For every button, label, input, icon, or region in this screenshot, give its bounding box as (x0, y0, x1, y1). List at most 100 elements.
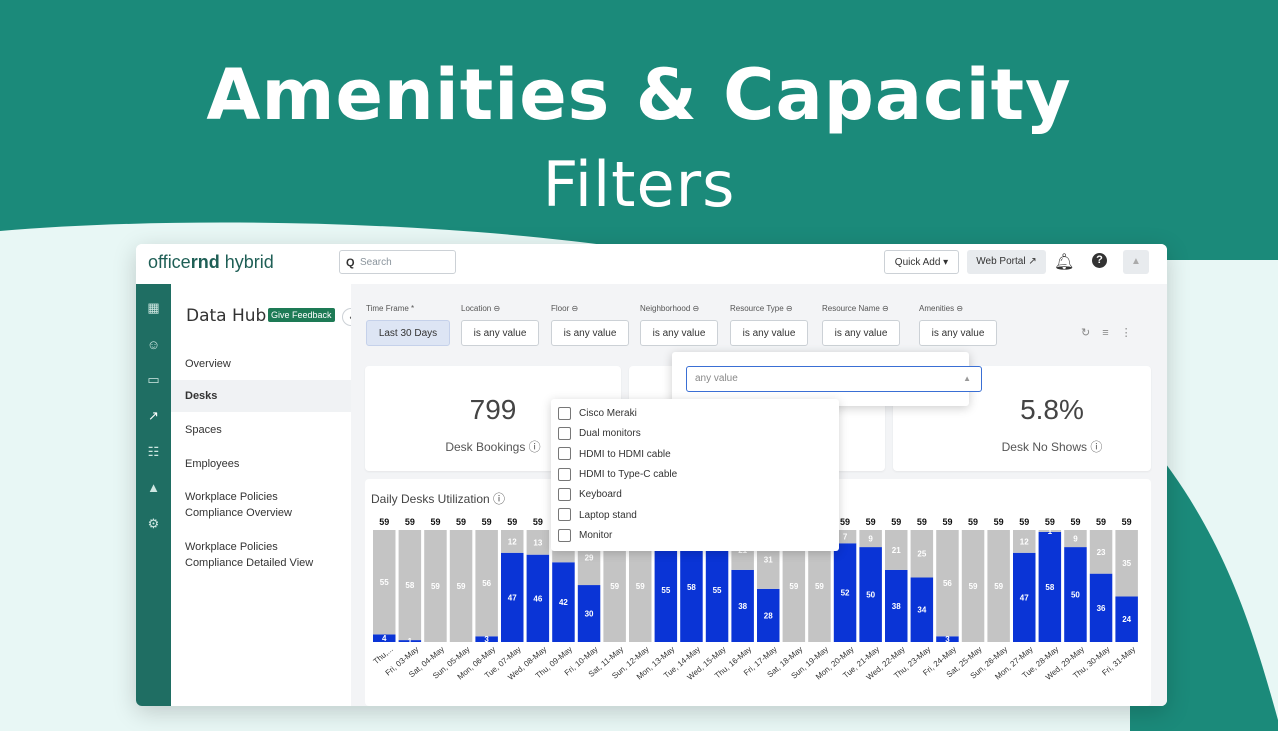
amenity-option[interactable]: Cisco Meraki (558, 405, 637, 423)
amenity-option[interactable]: HDMI to HDMI cable (558, 446, 671, 464)
booked-label: 47 (1020, 593, 1029, 602)
web-portal-button[interactable]: Web Portal ↗ (967, 250, 1046, 274)
desk-icon[interactable]: ☷ (147, 444, 160, 459)
filter-resource-name[interactable]: is any value (822, 320, 900, 346)
search-input[interactable]: Q Search (339, 250, 456, 274)
amenity-option[interactable]: HDMI to Type-C cable (558, 466, 677, 484)
nav-item-compliance-detailed[interactable]: Workplace Policies Compliance Detailed Vi… (185, 541, 314, 569)
total-label: 59 (405, 517, 415, 527)
checkbox-icon[interactable] (558, 467, 571, 481)
kpi-label: Desk Bookings ⓘ (445, 440, 541, 454)
booked-label: 4 (382, 634, 387, 643)
gear-icon[interactable]: ⚙ (147, 516, 160, 531)
checkbox-icon[interactable] (558, 447, 571, 461)
unused-label: 59 (610, 582, 619, 591)
icon-rail: ▦ ☺ ▭ ↗ ☷ ▲ ⚙ (136, 284, 171, 706)
booked-label: 30 (585, 610, 594, 619)
unused-label: 29 (585, 554, 594, 563)
filter-label-time-frame: Time Frame * (366, 304, 415, 313)
total-label: 59 (942, 517, 952, 527)
bar-booked (552, 562, 575, 642)
booked-label: 38 (738, 602, 747, 611)
reception-icon[interactable]: ▲ (147, 480, 160, 495)
bar-booked (398, 640, 422, 642)
analytics-icon[interactable]: ↗ (148, 408, 159, 423)
help-icon[interactable]: ? (1092, 253, 1107, 268)
x-tick-label: Thu,... (372, 645, 395, 666)
bar-unused (1013, 530, 1036, 553)
bar-booked (526, 554, 550, 642)
bar-booked (833, 543, 857, 642)
refresh-icon[interactable]: ↻ (1081, 327, 1103, 339)
total-label: 59 (917, 517, 927, 527)
booked-label: 24 (1122, 615, 1131, 624)
bar-unused (833, 530, 857, 544)
bar-booked (885, 569, 908, 642)
chat-icon[interactable]: ▭ (147, 372, 160, 387)
checkbox-icon[interactable] (558, 508, 571, 522)
total-label: 59 (891, 517, 901, 527)
hero-title: Amenities & Capacity (206, 54, 1072, 136)
total-label: 59 (1019, 517, 1029, 527)
filter-icon[interactable]: ≡ (1102, 327, 1121, 339)
bar-booked (757, 588, 780, 642)
unused-label: 59 (969, 582, 978, 591)
total-label: 59 (1122, 517, 1132, 527)
nav-item-employees[interactable]: Employees (185, 458, 240, 470)
bar-unused (603, 530, 626, 642)
people-icon[interactable]: ☺ (146, 337, 161, 352)
bell-icon[interactable]: 🔔︎ (1054, 254, 1075, 271)
unused-label: 59 (636, 582, 645, 591)
filter-actions: ↻≡⋮ (1081, 326, 1144, 339)
bar-unused (808, 530, 831, 642)
bar-unused (961, 530, 985, 642)
kpi-label: Desk No Shows ⓘ (1001, 440, 1103, 454)
nav-item-spaces[interactable]: Spaces (185, 424, 222, 436)
give-feedback-button[interactable]: Give Feedback (268, 308, 335, 322)
map-icon[interactable]: ▦ (147, 300, 160, 315)
bar-unused (1064, 530, 1087, 548)
logo[interactable]: officernd hybrid (148, 252, 274, 272)
bar-booked (373, 634, 396, 642)
bar-booked (859, 547, 882, 642)
data-hub-title: Data Hub (186, 306, 267, 326)
avatar[interactable]: ▲ (1123, 250, 1149, 274)
unused-label: 56 (482, 579, 491, 588)
filter-location[interactable]: is any value (461, 320, 539, 346)
amenities-search-input[interactable]: any value ▲ (686, 366, 982, 392)
bar-unused (782, 530, 806, 642)
total-label: 59 (866, 517, 876, 527)
checkbox-icon[interactable] (558, 528, 571, 542)
unused-label: 59 (457, 582, 466, 591)
filter-neighborhood[interactable]: is any value (640, 320, 718, 346)
bar-booked (680, 531, 703, 642)
amenity-option[interactable]: Monitor (558, 527, 612, 545)
bar-unused (936, 530, 959, 637)
booked-label: 58 (1045, 583, 1054, 592)
filter-resource-type[interactable]: is any value (730, 320, 808, 346)
checkbox-icon[interactable] (558, 427, 571, 441)
unused-label: 56 (943, 579, 952, 588)
bar-booked (731, 569, 754, 642)
unused-label: 59 (789, 582, 798, 591)
amenities-options-list: Cisco Meraki Dual monitors HDMI to HDMI ca… (551, 399, 839, 551)
nav-item-desks[interactable]: Desks (171, 380, 351, 412)
amenity-option[interactable]: Laptop stand (558, 507, 637, 525)
checkbox-icon[interactable] (558, 488, 571, 502)
bar-unused (859, 530, 882, 548)
filter-floor[interactable]: is any value (551, 320, 629, 346)
quick-add-button[interactable]: Quick Add ▾ (884, 250, 959, 274)
more-icon[interactable]: ⋮ (1120, 327, 1144, 339)
caret-up-icon: ▲ (963, 374, 971, 383)
nav-item-compliance-overview[interactable]: Workplace Policies Compliance Overview (185, 491, 292, 519)
unused-label: 9 (868, 535, 873, 544)
booked-label: 46 (533, 594, 542, 603)
checkbox-icon[interactable] (558, 406, 571, 420)
filter-time-frame[interactable]: Last 30 Days (366, 320, 450, 346)
bar-unused (526, 530, 550, 555)
amenity-option[interactable]: Keyboard (558, 486, 622, 504)
filter-amenities[interactable]: is any value (919, 320, 997, 346)
filter-label-resource-name: Resource Name ⊖ (822, 304, 889, 313)
nav-item-overview[interactable]: Overview (185, 358, 231, 370)
amenity-option[interactable]: Dual monitors (558, 425, 641, 443)
